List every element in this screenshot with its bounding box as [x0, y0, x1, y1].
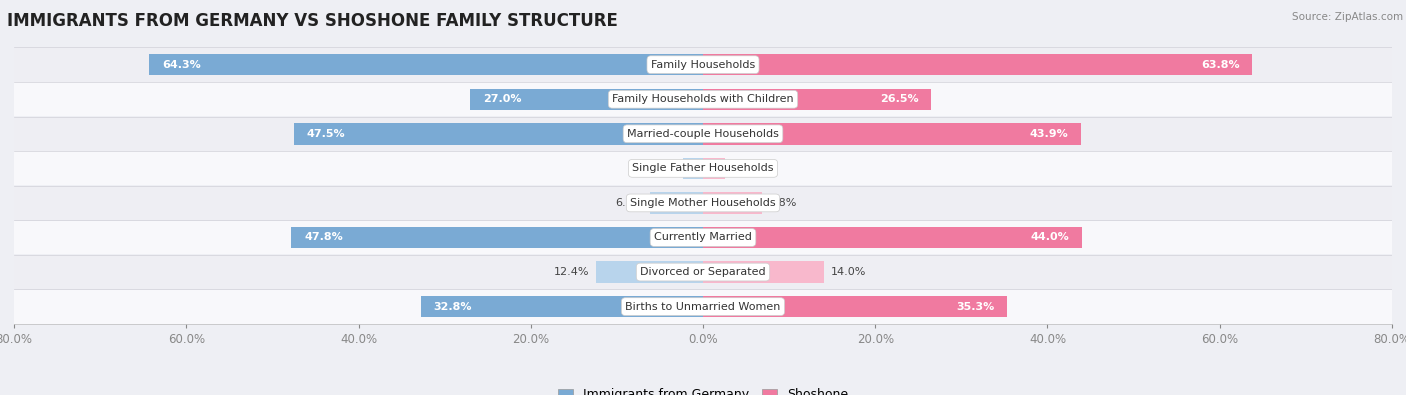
- Bar: [14, 290, 1392, 324]
- Bar: [14, 186, 1392, 220]
- Text: 47.8%: 47.8%: [304, 233, 343, 243]
- Bar: [703, 192, 762, 214]
- Bar: [703, 54, 1253, 75]
- Text: Births to Unmarried Women: Births to Unmarried Women: [626, 302, 780, 312]
- Bar: [14, 151, 1392, 185]
- Text: 32.8%: 32.8%: [433, 302, 472, 312]
- Bar: [703, 88, 931, 110]
- Text: 2.3%: 2.3%: [648, 164, 676, 173]
- Text: 14.0%: 14.0%: [831, 267, 866, 277]
- Bar: [703, 158, 725, 179]
- Bar: [703, 227, 1083, 248]
- Text: 64.3%: 64.3%: [162, 60, 201, 70]
- Bar: [420, 296, 703, 317]
- Text: 12.4%: 12.4%: [554, 267, 589, 277]
- Text: IMMIGRANTS FROM GERMANY VS SHOSHONE FAMILY STRUCTURE: IMMIGRANTS FROM GERMANY VS SHOSHONE FAMI…: [7, 12, 617, 30]
- Bar: [703, 261, 824, 283]
- Bar: [149, 54, 703, 75]
- Text: Source: ZipAtlas.com: Source: ZipAtlas.com: [1292, 12, 1403, 22]
- Bar: [14, 82, 1392, 116]
- Bar: [471, 88, 703, 110]
- Bar: [683, 158, 703, 179]
- Text: Family Households: Family Households: [651, 60, 755, 70]
- Text: Currently Married: Currently Married: [654, 233, 752, 243]
- Text: 35.3%: 35.3%: [956, 302, 994, 312]
- Text: Divorced or Separated: Divorced or Separated: [640, 267, 766, 277]
- Legend: Immigrants from Germany, Shoshone: Immigrants from Germany, Shoshone: [553, 383, 853, 395]
- Text: Single Father Households: Single Father Households: [633, 164, 773, 173]
- Text: 47.5%: 47.5%: [307, 129, 346, 139]
- Text: 27.0%: 27.0%: [484, 94, 522, 104]
- Text: 63.8%: 63.8%: [1201, 60, 1240, 70]
- Text: Married-couple Households: Married-couple Households: [627, 129, 779, 139]
- Bar: [651, 192, 703, 214]
- Bar: [294, 123, 703, 145]
- Text: Single Mother Households: Single Mother Households: [630, 198, 776, 208]
- Bar: [703, 123, 1081, 145]
- Text: 26.5%: 26.5%: [880, 94, 918, 104]
- Text: 6.8%: 6.8%: [769, 198, 797, 208]
- Text: 2.6%: 2.6%: [733, 164, 761, 173]
- Text: 44.0%: 44.0%: [1031, 233, 1069, 243]
- Text: 43.9%: 43.9%: [1029, 129, 1069, 139]
- Bar: [14, 48, 1392, 82]
- Bar: [14, 255, 1392, 289]
- Bar: [14, 220, 1392, 254]
- Text: Family Households with Children: Family Households with Children: [612, 94, 794, 104]
- Bar: [703, 296, 1007, 317]
- Bar: [291, 227, 703, 248]
- Bar: [596, 261, 703, 283]
- Text: 6.1%: 6.1%: [616, 198, 644, 208]
- Bar: [14, 117, 1392, 151]
